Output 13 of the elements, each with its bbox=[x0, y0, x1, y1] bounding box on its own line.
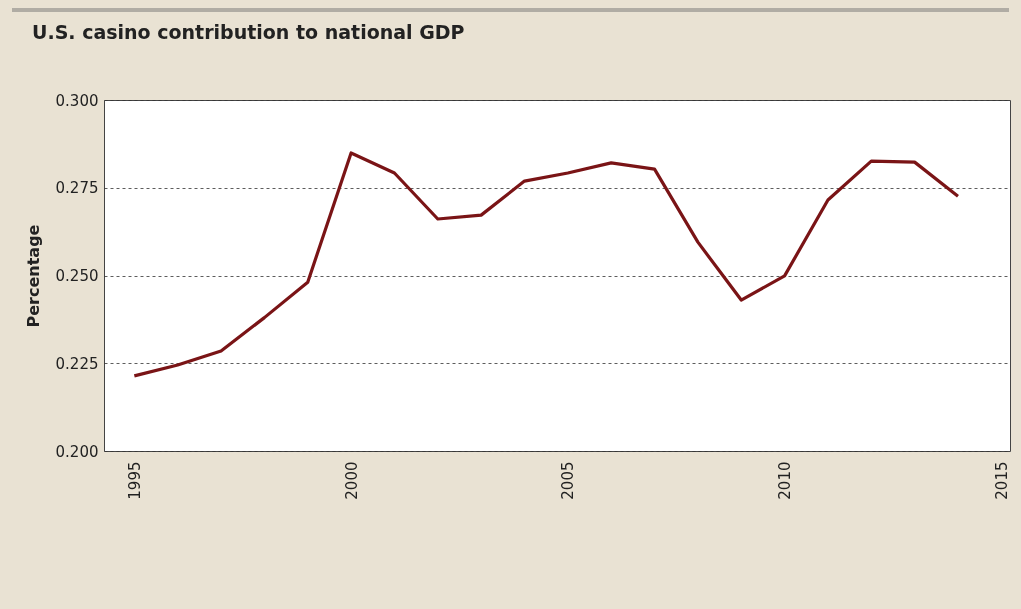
y-tick-label: 0.300 bbox=[55, 91, 99, 110]
y-tick-label: 0.250 bbox=[55, 267, 99, 285]
x-tick-label: 2010 bbox=[776, 461, 795, 500]
x-tick-label: 1995 bbox=[125, 461, 144, 500]
x-tick-label: 2000 bbox=[342, 461, 361, 500]
x-tick-label: 2005 bbox=[559, 461, 578, 500]
chart-title: U.S. casino contribution to national GDP bbox=[32, 21, 465, 43]
x-tick-label: 2015 bbox=[992, 461, 1011, 500]
y-tick-label: 0.275 bbox=[55, 179, 99, 198]
y-tick-label: 0.225 bbox=[55, 354, 99, 373]
y-tick-label: 0.200 bbox=[55, 442, 99, 461]
line-series bbox=[132, 151, 960, 378]
y-axis-title: Percentage bbox=[23, 224, 43, 328]
